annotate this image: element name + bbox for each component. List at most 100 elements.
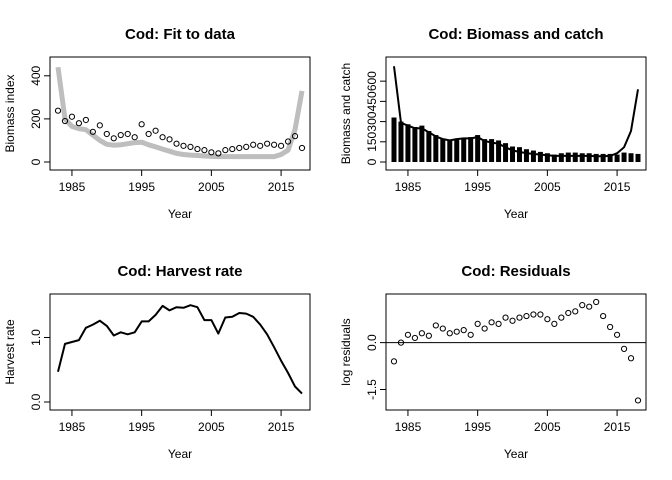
x-axis-label: Year xyxy=(168,207,192,221)
residual-point xyxy=(593,298,600,306)
y-tick-label: -1.5 xyxy=(365,379,379,400)
data-point xyxy=(89,128,96,135)
data-point xyxy=(54,107,62,114)
data-point xyxy=(82,116,89,124)
y-axis-label: Biomass index xyxy=(3,74,17,152)
x-axis-label: Year xyxy=(504,207,528,221)
data-point xyxy=(215,150,222,157)
x-tick-label: 2005 xyxy=(198,180,225,194)
data-point xyxy=(103,130,110,138)
y-tick-label: 450 xyxy=(365,91,379,111)
residual-point xyxy=(600,312,607,320)
x-axis-label: Year xyxy=(504,447,528,461)
residual-point xyxy=(558,314,565,321)
residual-point xyxy=(411,334,419,342)
data-point xyxy=(61,117,69,125)
y-tick-label: 0 xyxy=(365,158,379,165)
x-tick-label: 2005 xyxy=(534,420,561,434)
data-point xyxy=(277,142,285,149)
data-point xyxy=(271,141,278,148)
x-tick-label: 1985 xyxy=(395,180,422,194)
data-point xyxy=(264,140,271,147)
x-tick-label: 2015 xyxy=(604,420,631,434)
y-axis-label: Harvest rate xyxy=(3,319,17,385)
residual-point xyxy=(523,312,530,320)
x-tick-label: 2015 xyxy=(268,180,295,194)
data-point xyxy=(229,145,236,153)
fit-line xyxy=(55,66,305,160)
x-tick-label: 2005 xyxy=(534,180,561,194)
chart-title: Cod: Harvest rate xyxy=(117,263,242,280)
residual-point xyxy=(453,328,460,335)
data-point xyxy=(96,122,103,129)
residual-point xyxy=(425,332,432,339)
data-point xyxy=(166,136,173,143)
residual-point xyxy=(586,303,593,310)
y-axis-label: log residuals xyxy=(339,318,353,385)
residual-point xyxy=(481,325,488,332)
x-tick-label: 1995 xyxy=(128,180,155,194)
data-point xyxy=(291,133,299,140)
residual-point xyxy=(474,320,481,327)
y-tick-label: 600 xyxy=(365,71,379,91)
residual-point xyxy=(620,345,628,352)
residual-point xyxy=(432,322,439,329)
residual-point xyxy=(495,320,502,327)
x-tick-label: 1985 xyxy=(59,420,86,434)
data-point xyxy=(145,130,152,138)
data-point xyxy=(68,113,76,120)
residual-point xyxy=(530,311,537,318)
chart-title: Cod: Biomass and catch xyxy=(428,26,603,43)
residual-point xyxy=(446,330,453,337)
data-point xyxy=(110,135,117,142)
plot-box xyxy=(49,56,311,171)
y-tick-label: 150 xyxy=(365,131,379,151)
x-axis-label: Year xyxy=(168,447,192,461)
data-point xyxy=(284,138,292,145)
data-point xyxy=(257,142,264,149)
residual-point xyxy=(502,314,509,321)
x-tick-label: 2015 xyxy=(604,180,631,194)
residual-point xyxy=(460,327,467,334)
y-tick-label: 0.0 xyxy=(29,393,43,410)
x-tick-label: 2005 xyxy=(198,420,225,434)
chart-title: Cod: Fit to data xyxy=(125,26,236,43)
data-point xyxy=(159,134,166,141)
x-tick-label: 1995 xyxy=(464,420,491,434)
data-point xyxy=(131,134,138,141)
data-point xyxy=(222,147,229,154)
data-point xyxy=(250,141,257,148)
x-tick-label: 1995 xyxy=(128,420,155,434)
plot-box xyxy=(385,56,647,171)
residual-point xyxy=(397,339,405,346)
residual-point xyxy=(613,331,621,338)
y-tick-label: 400 xyxy=(29,65,43,85)
x-tick-label: 1995 xyxy=(464,180,491,194)
residual-point xyxy=(579,302,586,309)
x-tick-label: 1985 xyxy=(395,420,422,434)
y-tick-label: 1.0 xyxy=(29,329,43,346)
residual-point xyxy=(634,397,642,404)
data-point xyxy=(152,127,159,134)
data-point xyxy=(243,143,250,151)
data-point xyxy=(124,130,131,138)
data-point xyxy=(180,142,187,149)
residual-point xyxy=(537,311,544,318)
residual-point xyxy=(418,330,425,337)
residual-point xyxy=(607,323,614,331)
y-tick-label: 0 xyxy=(29,158,43,165)
y-tick-label: 300 xyxy=(365,111,379,131)
data-point xyxy=(117,131,124,139)
data-point xyxy=(194,145,201,153)
residual-point xyxy=(488,319,495,326)
residual-point xyxy=(390,358,398,365)
plot-box xyxy=(49,293,311,411)
residual-point xyxy=(565,309,572,317)
data-point xyxy=(236,144,243,152)
data-point xyxy=(173,140,180,147)
residual-point xyxy=(627,355,635,362)
residual-point xyxy=(551,320,558,327)
data-point xyxy=(75,120,83,127)
data-point xyxy=(187,143,194,151)
